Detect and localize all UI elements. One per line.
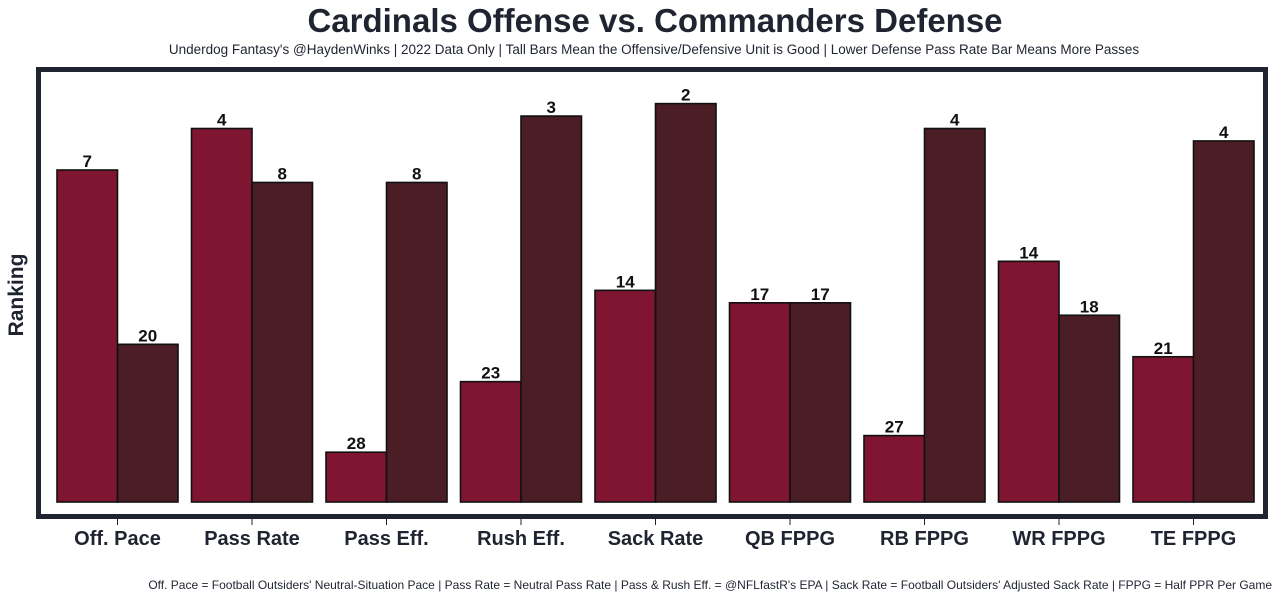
bar-defense-0 bbox=[116, 343, 179, 503]
bar-offense-3 bbox=[459, 380, 522, 503]
x-tick-label-0: Off. Pace bbox=[74, 528, 161, 550]
data-label-offense-6: 27 bbox=[885, 418, 904, 437]
bars-group bbox=[56, 102, 1255, 503]
bar-defense-5 bbox=[789, 301, 852, 503]
plot-frame bbox=[36, 67, 1268, 519]
data-label-defense-3: 3 bbox=[547, 98, 556, 117]
bar-defense-7 bbox=[1058, 314, 1121, 503]
x-tick-label-1: Pass Rate bbox=[204, 528, 300, 550]
data-label-defense-7: 18 bbox=[1080, 297, 1099, 316]
data-label-offense-4: 14 bbox=[616, 272, 635, 291]
x-tick-label-8: TE FPPG bbox=[1151, 528, 1237, 550]
data-label-offense-2: 28 bbox=[347, 434, 366, 453]
bar-offense-5 bbox=[728, 301, 791, 503]
data-label-defense-5: 17 bbox=[811, 285, 830, 304]
bar-offense-7 bbox=[997, 260, 1060, 503]
data-label-defense-4: 2 bbox=[681, 86, 690, 105]
data-label-offense-5: 17 bbox=[750, 285, 769, 304]
bar-defense-8 bbox=[1192, 140, 1255, 503]
data-label-offense-1: 4 bbox=[217, 111, 227, 130]
bar-offense-2 bbox=[325, 451, 388, 503]
chart-title: Cardinals Offense vs. Commanders Defense bbox=[307, 2, 1003, 39]
x-tick-label-5: QB FPPG bbox=[745, 528, 835, 550]
x-tick-label-4: Sack Rate bbox=[608, 528, 704, 550]
chart-subtitle: Underdog Fantasy's @HaydenWinks | 2022 D… bbox=[168, 42, 1140, 57]
x-tick-label-6: RB FPPG bbox=[880, 528, 969, 550]
x-tick-label-2: Pass Eff. bbox=[344, 528, 428, 550]
bar-defense-3 bbox=[520, 115, 583, 503]
bar-offense-0 bbox=[56, 169, 119, 503]
data-label-defense-0: 20 bbox=[138, 326, 157, 345]
data-label-offense-3: 23 bbox=[481, 364, 500, 383]
footnote: Off. Pace = Football Outsiders' Neutral-… bbox=[148, 578, 1272, 592]
data-label-offense-8: 21 bbox=[1154, 339, 1173, 358]
data-label-defense-6: 4 bbox=[950, 111, 960, 130]
bar-defense-2 bbox=[385, 181, 448, 503]
bar-defense-6 bbox=[923, 127, 986, 503]
data-label-offense-7: 14 bbox=[1019, 243, 1038, 262]
x-ticks-group: Off. Pace Pass Rate Pass Eff. Rush Eff. Sack… bbox=[74, 519, 1236, 550]
data-label-defense-1: 8 bbox=[278, 164, 287, 183]
bar-defense-4 bbox=[654, 102, 717, 503]
x-tick-label-7: WR FPPG bbox=[1012, 528, 1105, 550]
x-tick-label-3: Rush Eff. bbox=[477, 528, 565, 550]
bar-offense-1 bbox=[190, 127, 253, 503]
data-label-defense-8: 4 bbox=[1219, 123, 1229, 142]
bar-offense-8 bbox=[1132, 355, 1195, 503]
data-label-offense-0: 7 bbox=[83, 152, 92, 171]
data-label-defense-2: 8 bbox=[412, 164, 421, 183]
bar-offense-4 bbox=[594, 289, 657, 503]
bar-offense-6 bbox=[863, 434, 926, 503]
bar-defense-1 bbox=[251, 181, 314, 503]
